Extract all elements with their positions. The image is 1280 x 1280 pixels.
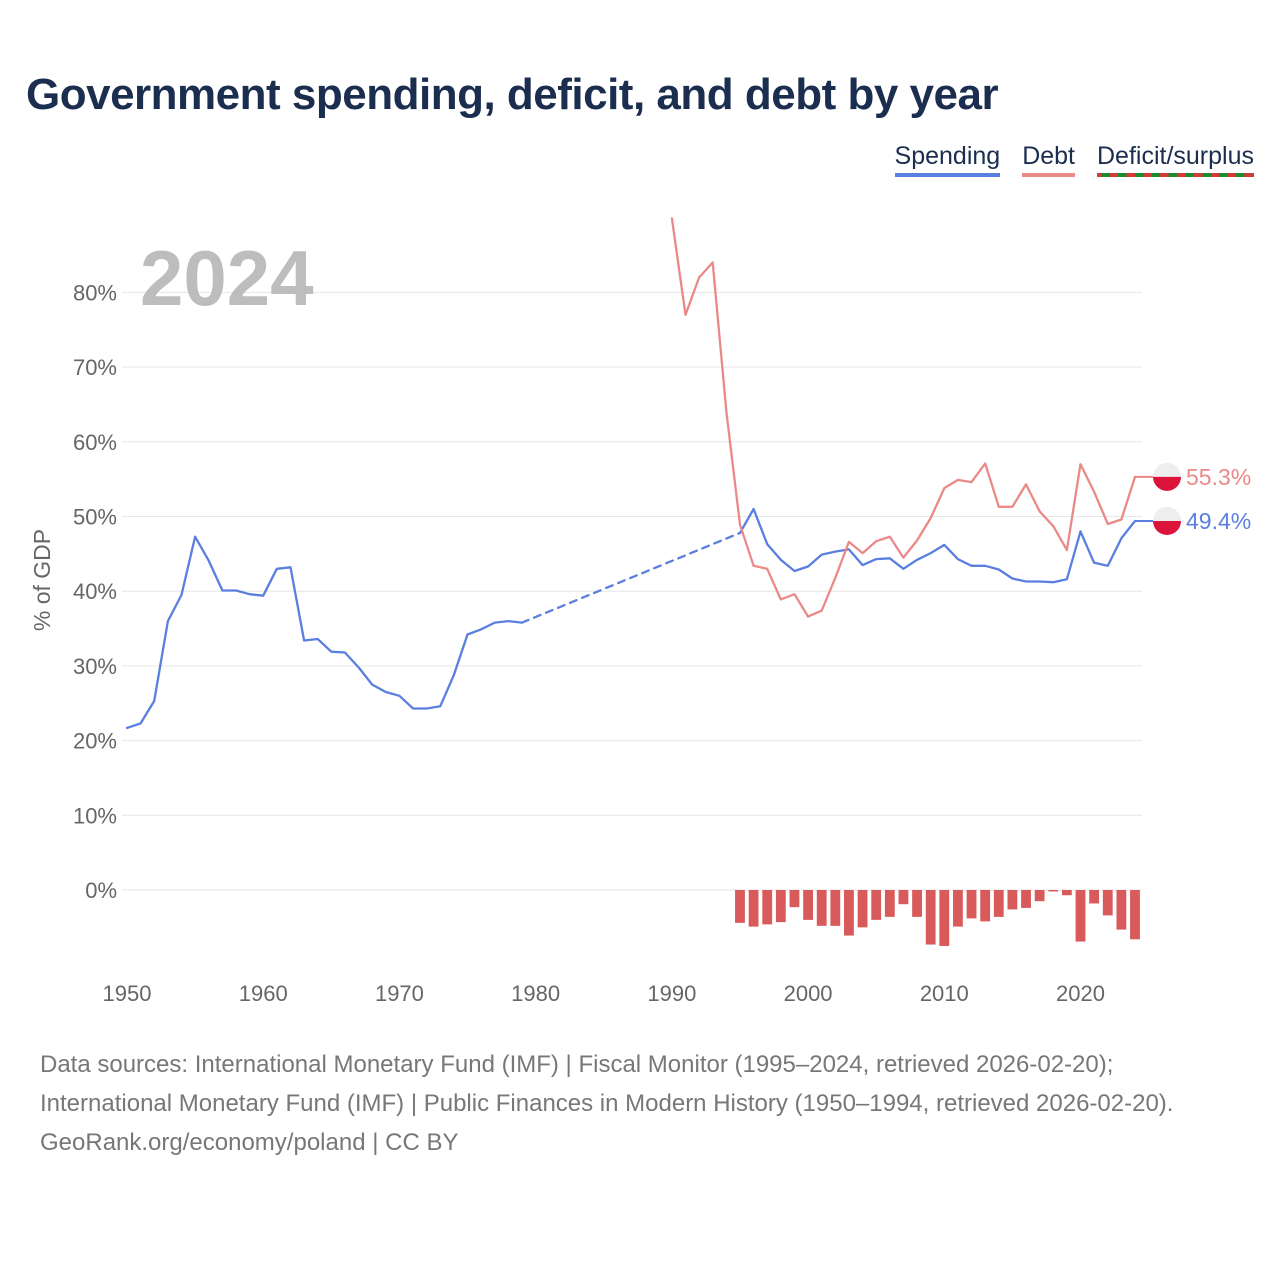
deficit-bar [1007,890,1018,910]
deficit-bar [884,890,895,917]
x-tick-label: 1970 [375,981,424,1006]
legend: Spending Debt Deficit/surplus [894,142,1254,177]
x-tick-label: 1990 [647,981,696,1006]
spending-line-dashed [520,531,742,624]
deficit-bar [857,890,868,928]
chart-area: 0% 10% 20% 30% 40% 50% 60% 70% 80% 1950 1960 1970 19… [29,217,1251,1006]
y-tick-label: 10% [73,803,117,828]
x-tick-label: 1950 [103,981,152,1006]
spending-line [738,507,1137,584]
flag-red-half [1153,520,1181,535]
deficit-bar [1130,890,1140,940]
deficit-bar [830,890,841,926]
y-tick-label: 20% [73,729,117,754]
x-tick-label: 2000 [784,981,833,1006]
x-tick-label: 2020 [1056,981,1105,1006]
y-tick-label: 30% [73,654,117,679]
deficit-bar [775,890,786,923]
deficit-bar [980,890,991,922]
deficit-bar [816,890,827,926]
deficit-bar [1075,890,1086,942]
deficit-bar [966,890,977,919]
spending-end-label: 49.4% [1186,508,1251,534]
deficit-bar [898,890,909,905]
y-tick-label: 0% [85,878,117,903]
deficit-bar [762,890,773,925]
credit-line: GeoRank.org/economy/poland | CC BY [40,1129,459,1156]
deficit-bar [789,890,800,908]
deficit-bar [925,890,936,945]
debt-line [670,217,1137,618]
x-tick-label: 2010 [920,981,969,1006]
deficit-bar [1061,890,1072,896]
deficit-bar [912,890,922,917]
deficit-bar [803,890,813,920]
spending-line [125,535,524,730]
deficit-bar [735,890,745,923]
legend-debt[interactable]: Debt [1022,142,1075,177]
spending-flag-marker [1153,506,1181,535]
y-tick-label: 50% [73,505,117,530]
deficit-bar [993,890,1004,917]
deficit-bar [953,890,963,927]
y-tick-label: 60% [73,430,117,455]
y-axis-title: % of GDP [29,529,55,631]
deficit-bar [1048,890,1059,892]
chart-title: Government spending, deficit, and debt b… [26,70,999,119]
footer: Data sources: International Monetary Fun… [40,1045,1240,1162]
deficit-bar [748,890,759,927]
year-label: 2024 [140,234,314,322]
y-tick-label: 40% [73,579,117,604]
legend-deficit-surplus[interactable]: Deficit/surplus [1097,142,1254,177]
y-tick-label: 70% [73,355,117,380]
deficit-bar [844,890,854,936]
deficit-bar [1089,890,1100,904]
debt-end-label: 55.3% [1186,464,1251,490]
y-tick-label: 80% [73,280,117,305]
deficit-bar [1021,890,1031,908]
deficit-bar [871,890,882,920]
x-tick-label: 1960 [239,981,288,1006]
deficit-bar [939,890,950,947]
deficit-bar [1116,890,1127,930]
deficit-bar [1102,890,1113,916]
flag-red-half [1153,476,1181,491]
x-tick-label: 1980 [511,981,560,1006]
legend-spending[interactable]: Spending [894,142,1001,177]
debt-flag-marker [1153,462,1181,491]
deficit-bar [1034,890,1045,902]
data-sources: Data sources: International Monetary Fun… [40,1051,1174,1117]
